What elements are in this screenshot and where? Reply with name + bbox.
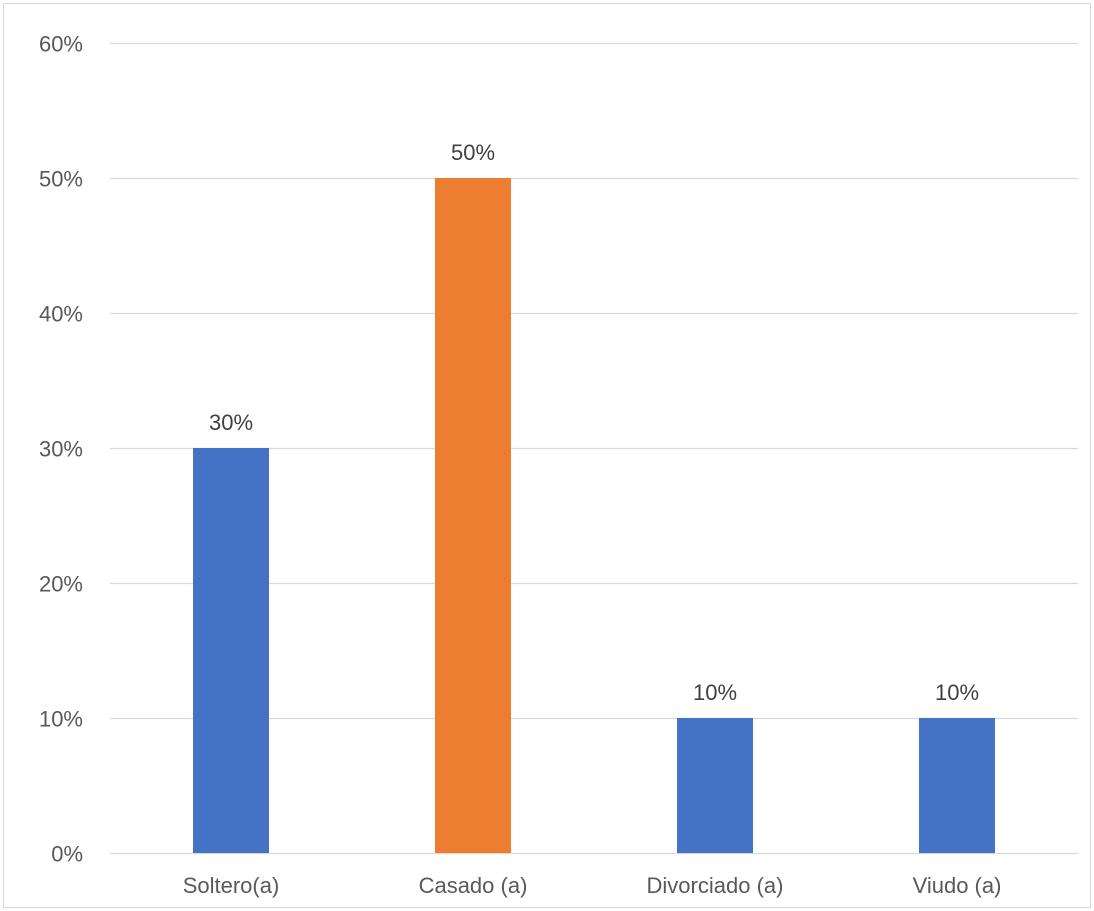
x-tick-label: Casado (a) [419, 873, 528, 898]
y-tick-label: 60% [39, 32, 83, 57]
y-tick-label: 40% [39, 302, 83, 327]
chart-area [3, 3, 1091, 908]
x-tick-label: Soltero(a) [183, 873, 280, 898]
gridlines [110, 42, 1078, 855]
data-label: 10% [935, 680, 979, 705]
bar [193, 448, 269, 853]
x-tick-label: Divorciado (a) [647, 873, 784, 898]
bar [919, 718, 995, 853]
y-tick-label: 0% [51, 842, 83, 867]
bar [435, 178, 511, 853]
y-tick-label: 30% [39, 437, 83, 462]
y-axis-tick-labels: 0% 10% 20% 30% 40% 50% 60% [39, 32, 83, 867]
y-tick-label: 10% [39, 707, 83, 732]
bars [193, 178, 995, 853]
data-label: 30% [209, 410, 253, 435]
data-label: 50% [451, 140, 495, 165]
y-tick-label: 20% [39, 572, 83, 597]
data-label: 10% [693, 680, 737, 705]
y-tick-label: 50% [39, 167, 83, 192]
data-labels: 30% 50% 10% 10% [209, 140, 979, 705]
bar [677, 718, 753, 853]
x-axis-tick-labels: Soltero(a) Casado (a) Divorciado (a) Viudo … [183, 873, 1002, 898]
x-tick-label: Viudo (a) [913, 873, 1002, 898]
